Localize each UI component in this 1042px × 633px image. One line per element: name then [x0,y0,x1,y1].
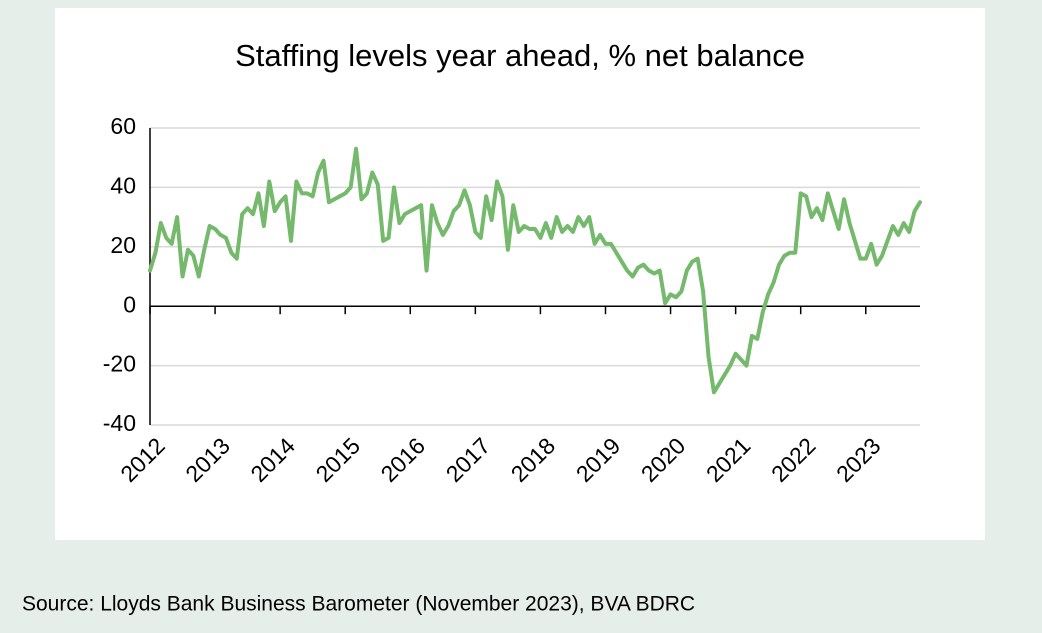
y-tick-label: -20 [103,351,136,377]
y-tick-label: 20 [110,232,136,258]
y-tick-label: 60 [110,113,136,139]
y-tick-label: 40 [110,172,136,198]
source-note: Source: Lloyds Bank Business Barometer (… [22,593,695,616]
data-line [148,146,922,395]
y-tick-label: -40 [103,410,136,436]
y-tick-label: 0 [123,291,136,317]
chart-panel [55,8,985,540]
chart-title: Staffing levels year ahead, % net balanc… [235,38,805,73]
